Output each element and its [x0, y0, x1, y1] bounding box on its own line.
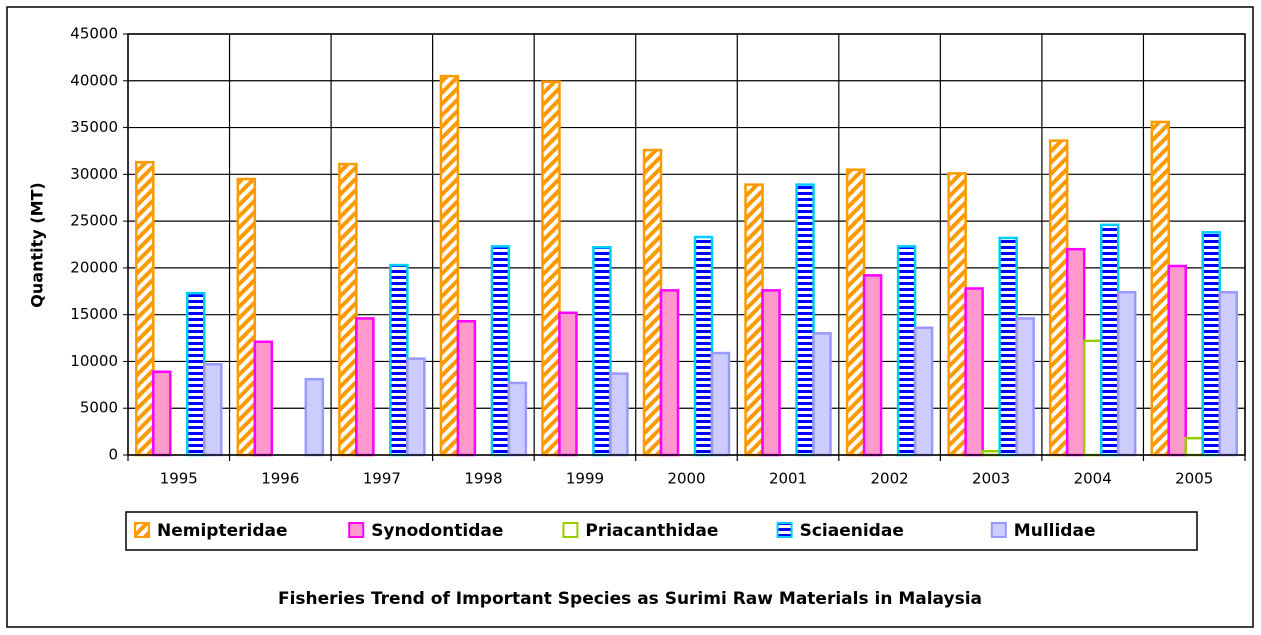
y-tick-label: 15000	[70, 305, 118, 323]
bar	[456, 319, 477, 457]
legend-label: Mullidae	[1014, 521, 1096, 541]
bar	[507, 381, 528, 457]
y-tick-label: 5000	[80, 399, 118, 417]
bar	[947, 172, 967, 457]
bar	[304, 377, 325, 457]
bar	[1184, 436, 1204, 457]
y-tick-label: 20000	[70, 258, 118, 276]
y-tick-label: 35000	[70, 118, 118, 136]
bar	[896, 245, 917, 457]
legend-label: Sciaenidae	[800, 521, 904, 541]
bar	[152, 370, 172, 457]
bar	[253, 340, 274, 457]
y-tick-label: 10000	[70, 352, 118, 370]
bar	[592, 246, 612, 457]
bar	[710, 351, 731, 457]
y-axis-label: Quantity (MT)	[28, 182, 47, 307]
legend-swatch	[134, 522, 150, 538]
legend-label: Nemipteridae	[157, 521, 288, 541]
y-tick-label: 30000	[70, 165, 118, 183]
bar	[642, 148, 663, 457]
bar	[203, 363, 223, 457]
bar	[1099, 223, 1120, 457]
x-tick-label: 1998	[464, 470, 502, 488]
bar	[558, 311, 578, 457]
bar	[1201, 231, 1221, 457]
x-tick-label: 2003	[972, 470, 1010, 488]
bar	[659, 289, 680, 457]
legend-swatch	[348, 522, 365, 538]
bar	[490, 245, 511, 457]
bar	[389, 263, 409, 457]
bar	[1150, 120, 1170, 457]
legend-swatch	[562, 522, 579, 538]
x-tick-label: 2000	[667, 470, 705, 488]
x-tick-label: 1999	[566, 470, 604, 488]
legend-swatch	[776, 522, 793, 538]
legend-swatch	[990, 522, 1007, 538]
y-tick-label: 40000	[70, 71, 118, 89]
bar	[812, 332, 832, 457]
bar	[913, 326, 934, 457]
bar	[236, 177, 257, 457]
bar	[744, 183, 764, 457]
bar	[862, 274, 883, 457]
bar	[1218, 290, 1238, 457]
bar	[964, 287, 984, 457]
chart-title: Fisheries Trend of Important Species as …	[278, 589, 982, 609]
bar	[338, 162, 358, 457]
x-tick-label: 2002	[870, 470, 908, 488]
bar	[1167, 264, 1187, 457]
bar	[439, 74, 460, 457]
plot-frame	[127, 33, 1246, 456]
bar	[135, 160, 155, 457]
bar	[998, 236, 1018, 457]
bar	[1065, 247, 1086, 457]
x-tick-label: 2001	[769, 470, 807, 488]
y-tick-label: 45000	[70, 25, 118, 43]
x-tick-label: 1997	[363, 470, 401, 488]
bar	[761, 289, 781, 457]
bar	[186, 291, 206, 457]
bar	[1048, 139, 1069, 457]
bar	[1015, 317, 1035, 457]
bar	[1116, 290, 1137, 457]
bar	[693, 235, 714, 457]
bar	[795, 183, 815, 457]
chart-border	[6, 6, 1254, 628]
y-tick-label: 25000	[70, 212, 118, 230]
x-tick-label: 2005	[1175, 470, 1213, 488]
bar	[541, 80, 561, 457]
y-tick-label: 0	[108, 446, 118, 464]
bar	[609, 372, 629, 457]
x-tick-label: 2004	[1074, 470, 1112, 488]
legend-label: Synodontidae	[371, 521, 503, 541]
x-tick-label: 1996	[261, 470, 299, 488]
bar	[406, 357, 426, 457]
legend-box	[125, 511, 1198, 551]
x-tick-label: 1995	[160, 470, 198, 488]
bar	[845, 168, 866, 457]
legend-label: Priacanthidae	[585, 521, 718, 541]
bar	[355, 317, 375, 457]
bar	[1082, 339, 1103, 457]
